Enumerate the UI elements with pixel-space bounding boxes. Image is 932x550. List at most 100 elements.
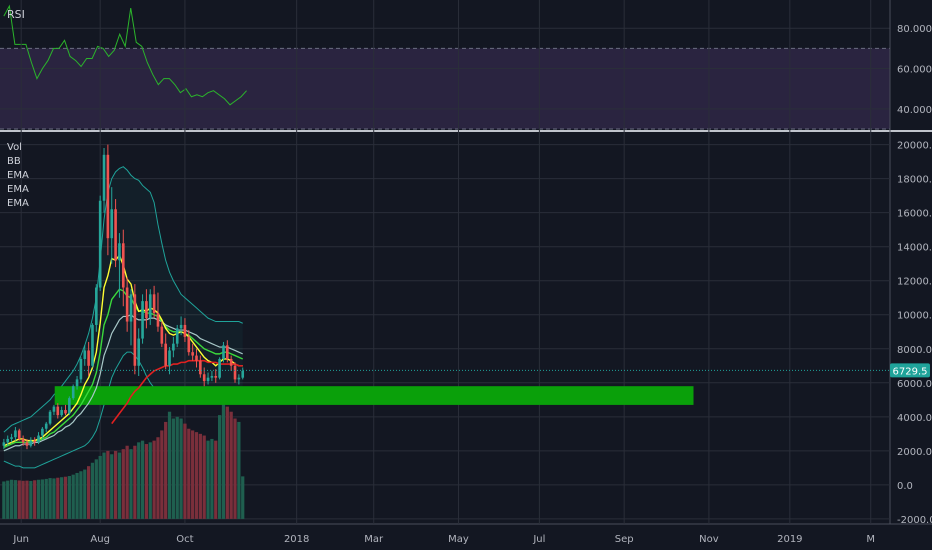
time-tick-label: Nov bbox=[699, 534, 719, 545]
candle-body bbox=[44, 423, 48, 429]
volume-bar bbox=[137, 442, 141, 519]
time-axis[interactable]: Jun Aug Oct 2018 Mar May Jul Sep Nov 2019 M bbox=[12, 534, 875, 545]
volume-bar bbox=[217, 415, 222, 519]
candle-body bbox=[52, 406, 56, 412]
rsi-tick-label: 60.0000 bbox=[897, 65, 932, 76]
volume-bar bbox=[106, 450, 110, 519]
candle-body bbox=[222, 345, 225, 359]
volume-bar bbox=[86, 466, 91, 519]
candle-body bbox=[37, 435, 40, 443]
candle-body bbox=[21, 438, 25, 443]
ema-line-grey bbox=[3, 314, 243, 452]
candle-body bbox=[29, 440, 33, 446]
candle-body bbox=[25, 442, 29, 446]
candle-body bbox=[218, 358, 221, 378]
legend-ema-2[interactable]: EMA bbox=[7, 184, 29, 195]
rsi-panel[interactable]: 80.0000 60.0000 40.0000 RSI bbox=[0, 4, 932, 130]
legend-bb[interactable]: BB bbox=[7, 156, 21, 167]
volume-bar bbox=[198, 433, 202, 519]
volume-bar bbox=[117, 452, 122, 519]
candle-body bbox=[125, 287, 129, 322]
price-panel[interactable]: 20000.0 18000.0 16000.0 14000.0 12000.0 10000… bbox=[0, 0, 932, 526]
rsi-tick-label: 80.0000 bbox=[897, 24, 932, 35]
support-zone[interactable] bbox=[54, 386, 694, 405]
indicator-legend[interactable]: Vol BB EMA EMA EMA bbox=[7, 142, 29, 209]
volume-bar bbox=[25, 480, 29, 519]
candle-body bbox=[214, 375, 218, 378]
candle-body bbox=[10, 437, 13, 439]
volume-bar bbox=[9, 479, 14, 519]
volume-bar bbox=[102, 452, 106, 519]
volume-bar bbox=[237, 421, 241, 519]
time-tick-label: 2018 bbox=[284, 534, 309, 545]
candle-body bbox=[87, 350, 90, 366]
candle-body bbox=[95, 287, 98, 325]
time-tick-label: Jun bbox=[12, 534, 29, 545]
time-tick-label: May bbox=[448, 534, 469, 545]
price-tick-label: 14000.0 bbox=[897, 243, 932, 254]
volume-bar bbox=[225, 406, 229, 519]
candle-body bbox=[183, 324, 187, 337]
volume-bar bbox=[179, 418, 183, 519]
volume-bar bbox=[90, 462, 95, 519]
time-tick-label: Jul bbox=[532, 534, 545, 545]
volume-bar bbox=[152, 440, 156, 519]
volume-bar bbox=[40, 479, 44, 519]
price-tick-label: 4000.0 bbox=[897, 413, 932, 424]
volume-bar bbox=[210, 438, 214, 519]
candle-body bbox=[110, 209, 114, 239]
price-tick-label: -2000.0 bbox=[897, 515, 932, 526]
volume-bar bbox=[214, 440, 218, 519]
volume-bar bbox=[233, 418, 237, 519]
bollinger-upper-line bbox=[3, 166, 243, 433]
candle-body bbox=[106, 154, 110, 239]
volume-bar bbox=[56, 477, 60, 519]
candle-body bbox=[137, 338, 141, 366]
candle-body bbox=[210, 375, 214, 378]
price-tick-label: 12000.0 bbox=[897, 277, 932, 288]
candle-body bbox=[145, 301, 148, 319]
candle-body bbox=[206, 377, 210, 382]
candle-body bbox=[2, 442, 6, 446]
volume-bar bbox=[144, 444, 149, 519]
volume-bar bbox=[48, 478, 52, 519]
volume-bar bbox=[13, 480, 18, 519]
volume-bar bbox=[148, 442, 152, 519]
candle-body bbox=[83, 350, 87, 359]
candle-body bbox=[33, 440, 36, 443]
candle-body bbox=[191, 352, 194, 356]
volume-bar bbox=[36, 479, 41, 519]
legend-ema-1[interactable]: EMA bbox=[7, 170, 29, 181]
candle-body bbox=[114, 209, 117, 261]
time-tick-label: M bbox=[866, 534, 875, 545]
volume-bar bbox=[6, 480, 10, 519]
price-tick-label: 20000.0 bbox=[897, 141, 932, 152]
volume-bar bbox=[29, 480, 33, 519]
price-tick-label: 16000.0 bbox=[897, 209, 932, 220]
candle-body bbox=[129, 294, 133, 322]
volume-bar bbox=[52, 478, 56, 519]
legend-ema-3[interactable]: EMA bbox=[7, 198, 29, 209]
time-tick-label: Sep bbox=[615, 534, 634, 545]
legend-vol[interactable]: Vol bbox=[7, 142, 22, 153]
volume-bar bbox=[140, 440, 145, 519]
time-tick-label: Mar bbox=[364, 534, 384, 545]
candle-body bbox=[56, 406, 60, 416]
candle-body bbox=[133, 294, 137, 366]
time-tick-label: Aug bbox=[90, 534, 110, 545]
candle-body bbox=[148, 294, 152, 319]
volume-bar bbox=[129, 449, 133, 519]
last-price-tag bbox=[890, 363, 930, 378]
rsi-tick-label: 40.0000 bbox=[897, 105, 932, 116]
candle-body bbox=[68, 398, 71, 414]
volume-bar bbox=[167, 411, 172, 519]
time-tick-label: Oct bbox=[176, 534, 193, 545]
volume-bar bbox=[79, 471, 83, 519]
price-tick-label: 18000.0 bbox=[897, 175, 932, 186]
price-tick-label: 0.0 bbox=[897, 481, 913, 492]
volume-bar bbox=[94, 459, 98, 519]
volume-bar bbox=[125, 445, 129, 519]
volume-bar bbox=[63, 476, 68, 519]
